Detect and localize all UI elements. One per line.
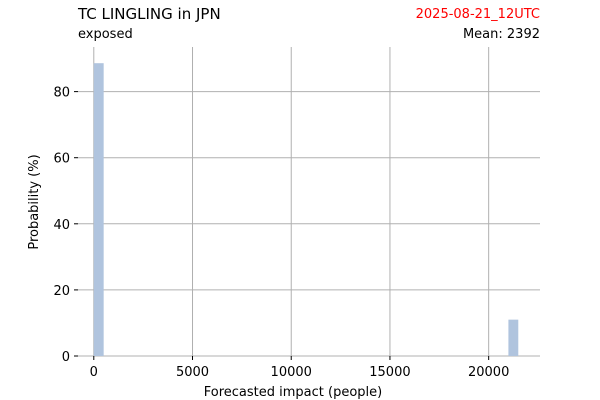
x-tick-label-2: 10000 (271, 365, 312, 380)
x-tick-label-0: 0 (90, 365, 98, 380)
y-tick-label-0: 0 (62, 350, 70, 365)
histogram-bar-1 (508, 319, 519, 356)
x-tick-label-1: 5000 (176, 365, 209, 380)
y-tick-label-2: 40 (53, 218, 70, 233)
grid-layer (78, 47, 540, 357)
x-axis-label: Forecasted impact (people) (204, 385, 382, 400)
chart-subtitle: exposed (78, 27, 133, 42)
forecast-date: 2025-08-21_12UTC (415, 7, 540, 22)
bar-layer (93, 63, 519, 357)
y-tick-label-1: 20 (53, 284, 70, 299)
histogram-bar-0 (93, 63, 104, 357)
x-tick-label-4: 20000 (468, 365, 509, 380)
y-tick-label-3: 60 (53, 152, 70, 167)
tick-layer: 0 5000 10000 15000 20000 0 20 40 60 80 (53, 86, 509, 380)
y-axis-label: Probability (%) (27, 154, 42, 249)
mean-value: Mean: 2392 (462, 27, 540, 42)
y-tick-label-4: 80 (53, 86, 70, 101)
chart-title: TC LINGLING in JPN (78, 5, 221, 23)
x-tick-label-3: 15000 (369, 365, 410, 380)
